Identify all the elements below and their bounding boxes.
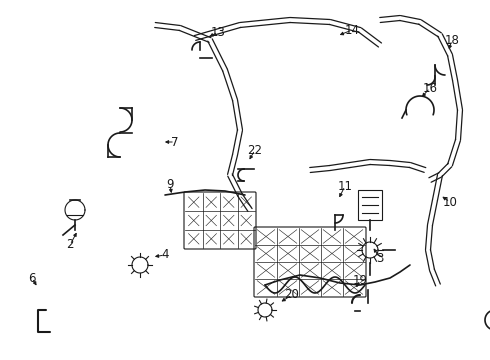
Text: 11: 11	[338, 180, 352, 193]
Text: 18: 18	[444, 33, 460, 46]
Text: 16: 16	[422, 81, 438, 94]
Text: 19: 19	[352, 274, 368, 287]
Text: 13: 13	[211, 26, 225, 39]
Text: 4: 4	[161, 248, 169, 261]
Bar	[358, 190, 382, 220]
Text: 2: 2	[66, 238, 74, 252]
Text: 3: 3	[376, 252, 384, 265]
Text: 10: 10	[442, 195, 458, 208]
Text: 9: 9	[166, 179, 174, 192]
Text: 20: 20	[285, 288, 299, 302]
Text: 6: 6	[28, 271, 36, 284]
Text: 22: 22	[247, 144, 263, 157]
Text: 14: 14	[344, 23, 360, 36]
Text: 7: 7	[171, 135, 179, 148]
